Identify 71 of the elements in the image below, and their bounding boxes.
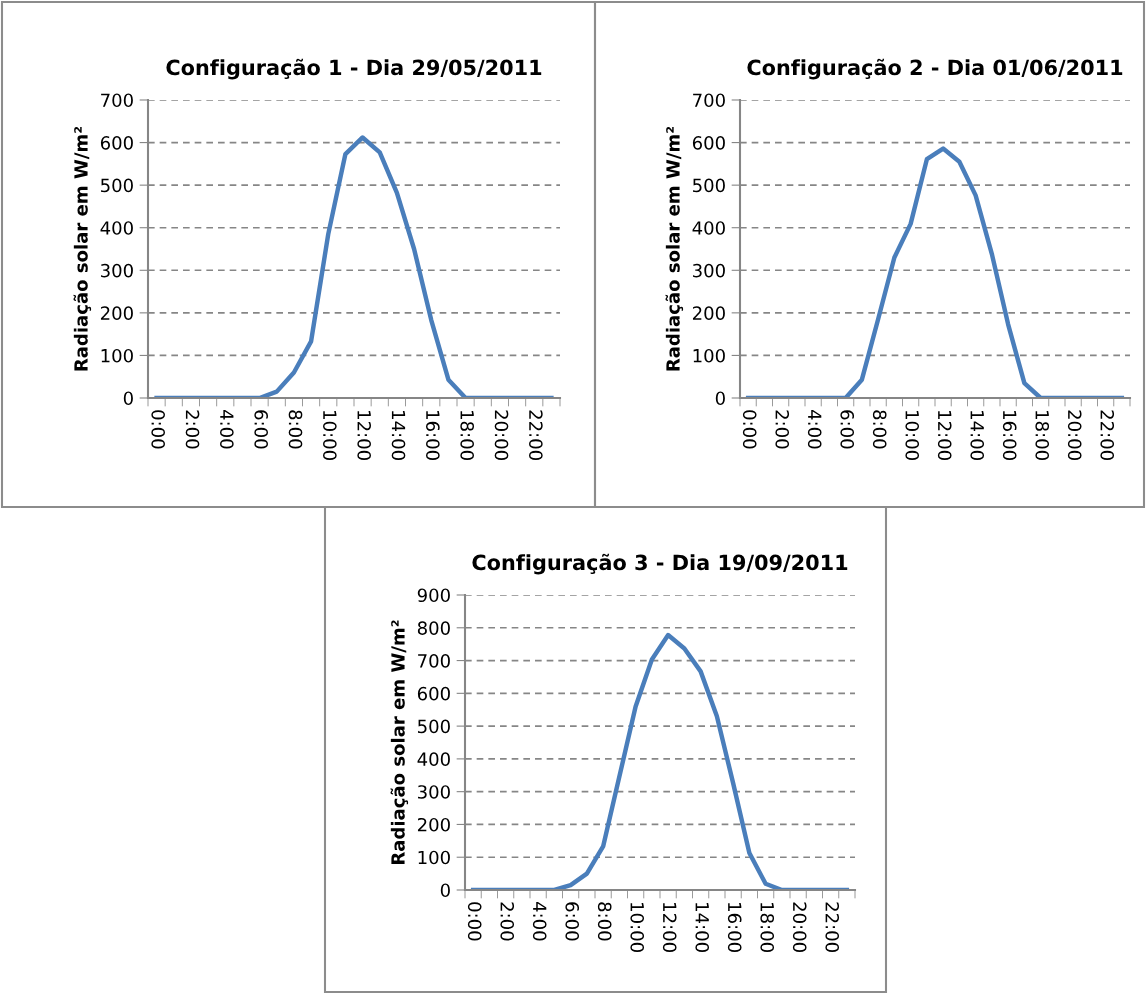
- x-tick-label: 16:00: [426, 411, 440, 460]
- x-tick-label: 18:00: [760, 903, 775, 952]
- y-tick-label: 300: [101, 263, 133, 278]
- y-tick-label: 500: [693, 178, 725, 193]
- y-tick-label: 600: [100, 136, 133, 150]
- y-tick-label: 500: [101, 178, 133, 193]
- x-tick-label: 16:00: [1002, 411, 1017, 460]
- y-tick-label: 100: [101, 348, 133, 363]
- x-tick-label: 22:00: [1100, 410, 1115, 460]
- x-tick-label: 14:00: [695, 903, 710, 952]
- line-series: [470, 632, 850, 890]
- y-tick-label: 700: [101, 93, 133, 108]
- x-tick-label: 20:00: [494, 410, 509, 460]
- x-tick-label: 2:00: [500, 902, 515, 941]
- x-tick-label: 10:00: [630, 903, 645, 952]
- y-tick-label: 400: [100, 221, 133, 235]
- chart-title: Configuração 1 - Dia 29/05/2011: [166, 58, 542, 80]
- y-axis-title: Radiação solar em W/m²: [73, 126, 92, 371]
- x-tick-label: 10:00: [323, 411, 337, 460]
- y-tick-label: 0: [440, 883, 450, 898]
- x-tick-label: 18:00: [460, 411, 474, 460]
- x-tick-label: 12:00: [662, 903, 677, 952]
- x-tick-label: 0:00: [467, 902, 482, 941]
- chart-title: Configuração 3 - Dia 19/09/2011: [472, 553, 848, 575]
- y-tick-label: 200: [100, 306, 133, 320]
- x-tick-label: 14:00: [391, 411, 406, 460]
- y-tick-label: 700: [418, 654, 450, 668]
- x-tick-label: 4:00: [807, 409, 822, 449]
- y-tick-label: 300: [418, 785, 450, 799]
- x-tick-label: 4:00: [220, 409, 234, 449]
- y-axis-title: Radiação solar em W/m²: [665, 126, 684, 371]
- y-tick-label: 700: [693, 93, 725, 108]
- y-tick-label: 600: [692, 136, 725, 150]
- x-tick-label: 14:00: [970, 411, 985, 460]
- x-tick-label: 2:00: [185, 410, 200, 449]
- x-tick-label: 20:00: [792, 902, 807, 952]
- x-tick-label: 0:00: [742, 410, 757, 449]
- x-tick-label: 10:00: [905, 411, 920, 460]
- y-tick-label: 100: [418, 850, 450, 865]
- x-tick-label: 12:00: [357, 411, 371, 460]
- x-tick-label: 4:00: [532, 901, 547, 941]
- x-tick-label: 8:00: [288, 410, 303, 449]
- x-tick-label: 8:00: [872, 410, 887, 449]
- y-tick-label: 300: [693, 263, 725, 278]
- y-tick-label: 600: [417, 686, 450, 701]
- x-tick-label: 6:00: [840, 410, 855, 449]
- x-tick-label: 2:00: [775, 410, 790, 449]
- y-tick-label: 400: [417, 752, 450, 767]
- x-tick-label: 12:00: [937, 411, 952, 460]
- x-tick-label: 18:00: [1035, 411, 1050, 460]
- x-tick-label: 0:00: [151, 410, 165, 449]
- y-tick-label: 500: [418, 719, 450, 734]
- x-tick-label: 6:00: [254, 410, 268, 449]
- y-tick-label: 0: [715, 391, 725, 406]
- chart-title: Configuração 2 - Dia 01/06/2011: [747, 58, 1123, 80]
- y-tick-label: 200: [417, 817, 450, 832]
- y-tick-label: 200: [692, 306, 725, 320]
- x-tick-label: 6:00: [565, 902, 580, 941]
- x-tick-label: 20:00: [1067, 410, 1082, 460]
- y-tick-label: 800: [417, 621, 450, 635]
- x-tick-label: 16:00: [727, 903, 742, 952]
- line-series: [154, 135, 554, 398]
- line-series: [745, 146, 1125, 398]
- y-tick-label: 900: [417, 588, 450, 603]
- y-tick-label: 100: [693, 348, 725, 363]
- x-tick-label: 22:00: [825, 902, 840, 952]
- y-tick-label: 400: [692, 221, 725, 235]
- x-tick-label: 8:00: [597, 902, 612, 941]
- x-tick-label: 22:00: [529, 410, 543, 460]
- y-tick-label: 0: [123, 391, 133, 406]
- y-axis-title: Radiação solar em W/m²: [390, 620, 409, 864]
